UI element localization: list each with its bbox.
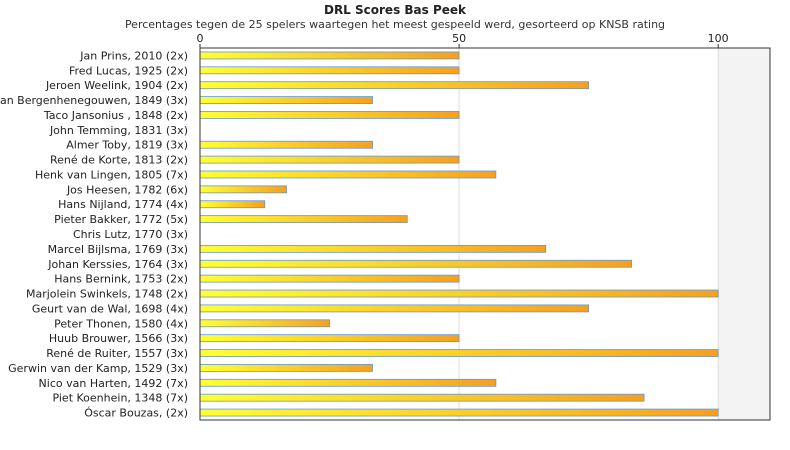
x-tick-label: 50 [452,32,466,45]
category-label: Marjolein Swinkels, 1748 (2x) [26,288,188,301]
bar [199,364,373,372]
x-tick-label: 100 [708,32,729,45]
category-label: Chris Lutz, 1770 (3x) [73,228,188,241]
bar [199,259,633,268]
bar [199,140,373,149]
category-label: Johan Kerssies, 1764 (3x) [47,258,188,271]
bar [199,111,460,119]
category-label: Fred Lucas, 1925 (2x) [69,64,188,77]
bar [199,185,287,194]
bar [199,244,547,253]
category-label: Huub Brouwer, 1566 (3x) [49,332,188,345]
bar [199,215,408,224]
bar [199,170,497,179]
bar [199,334,460,343]
chart-subtitle: Percentages tegen de 25 spelers waartege… [124,18,666,31]
bar [199,81,590,90]
category-label: Marcel Bijlsma, 1769 (3x) [48,243,188,256]
bar [199,304,590,313]
bar [199,66,460,75]
category-label: van Bergenhenegouwen, 1849 (3x) [0,94,188,107]
category-label: Jos Heesen, 1782 (6x) [66,183,188,196]
bar [199,289,719,298]
bar [199,155,460,164]
bar [199,349,719,357]
x-tick-label: 0 [197,32,204,45]
chart-title: DRL Scores Bas Peek [323,3,467,17]
plot-overflow-region [718,48,770,420]
bar [199,378,497,387]
category-label: Nico van Harten, 1492 (7x) [39,377,188,390]
category-label: Geurt van de Wal, 1698 (4x) [32,302,188,315]
bar [199,96,373,104]
bar [199,51,460,60]
category-label: Óscar Bouzas, (2x) [84,407,188,420]
category-label: Peter Thonen, 1580 (4x) [54,317,188,330]
category-label: Henk van Lingen, 1805 (7x) [35,168,188,181]
category-label: Almer Toby, 1819 (3x) [66,139,188,152]
category-label: René de Korte, 1813 (2x) [50,154,188,167]
category-label: John Temming, 1831 (3x) [49,124,188,137]
category-label: Hans Bernink, 1753 (2x) [54,273,188,286]
category-label: Gerwin van der Kamp, 1529 (3x) [8,362,188,375]
category-label: Hans Nijland, 1774 (4x) [58,198,188,211]
category-label: Jan Prins, 2010 (2x) [79,49,188,62]
category-label: Jeroen Weelink, 1904 (2x) [45,79,188,92]
category-label: Piet Koenhein, 1348 (7x) [52,392,188,405]
category-label: Pieter Bakker, 1772 (5x) [54,213,188,226]
bar [199,393,645,402]
plot-frame [199,47,771,421]
bar [199,319,330,328]
category-label: René de Ruiter, 1557 (3x) [46,347,188,360]
bar [199,274,460,283]
category-label: Taco Jansonius , 1848 (2x) [43,109,188,122]
bar [199,408,719,417]
bar [199,200,266,209]
